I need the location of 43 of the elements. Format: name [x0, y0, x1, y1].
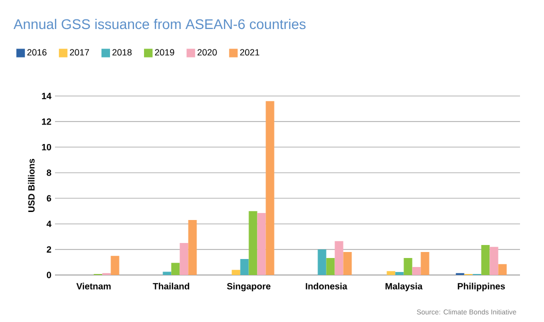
bar	[490, 246, 498, 275]
y-axis-title: USD Billions	[28, 158, 35, 212]
y-tick-label: 14	[42, 92, 52, 100]
bar	[412, 266, 421, 275]
y-tick-label: 12	[42, 118, 52, 125]
y-tick-label: 2	[46, 246, 52, 253]
y-tick-label: 10	[42, 144, 52, 150]
bar	[395, 272, 404, 275]
bar	[266, 101, 274, 275]
bar	[188, 220, 197, 275]
x-tick-label: Thailand	[152, 282, 190, 290]
legend-label: 2019	[155, 49, 174, 56]
x-tick-label: Vietnam	[76, 282, 111, 290]
x-tick-label: Singapore	[227, 282, 270, 292]
bar	[171, 262, 180, 275]
legend-label: 2017	[70, 49, 90, 56]
y-tick-label: 8	[46, 170, 52, 176]
bar	[386, 271, 396, 275]
legend-label: 2021	[240, 49, 260, 56]
bar	[180, 243, 188, 275]
legend-label: 2018	[112, 49, 132, 56]
bar	[404, 258, 412, 275]
bar	[343, 252, 352, 275]
x-tick-label: Indonesia	[306, 282, 348, 290]
bar	[318, 249, 326, 275]
y-tick-label: 0	[46, 272, 52, 278]
y-tick-label: 4	[46, 220, 52, 227]
bar	[240, 259, 249, 275]
x-tick-label: Malaysia	[386, 282, 423, 292]
legend-label: 2020	[198, 49, 217, 56]
chart-title: Annual GSS issuance from ASEAN-6 countries	[14, 18, 306, 30]
bar	[257, 212, 266, 275]
y-tick-label: 6	[46, 195, 52, 202]
bar	[326, 258, 335, 275]
bar	[334, 241, 344, 275]
x-tick-label: Philippines	[458, 282, 505, 292]
bar	[498, 264, 507, 275]
bar	[481, 244, 490, 275]
bar	[248, 211, 258, 275]
bar	[232, 270, 240, 275]
bar	[110, 256, 120, 275]
legend-label: 2016	[27, 49, 47, 56]
bar	[420, 252, 430, 275]
